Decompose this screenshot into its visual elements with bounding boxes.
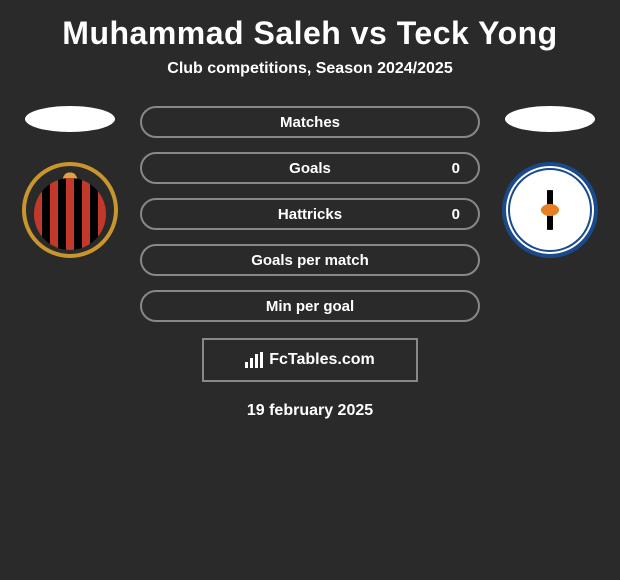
stat-value-right: 0 [452, 160, 460, 177]
right-column [500, 106, 600, 258]
comparison-card: Muhammad Saleh vs Teck Yong Club competi… [0, 0, 620, 430]
date-label: 19 february 2025 [247, 402, 373, 420]
brand-box: FcTables.com [202, 338, 418, 382]
stat-label: Goals [289, 160, 331, 177]
stat-bar: Goals per match [140, 244, 480, 276]
stat-bars: Matches Goals 0 Hattricks 0 Goals per match Mi… [140, 106, 480, 322]
club-logo-left [22, 162, 118, 258]
stat-label: Matches [280, 114, 340, 131]
player-oval-left [25, 106, 115, 132]
subtitle: Club competitions, Season 2024/2025 [167, 60, 452, 78]
club-logo-right [502, 162, 598, 258]
stat-value-right: 0 [452, 206, 460, 223]
stat-bar: Hattricks 0 [140, 198, 480, 230]
stat-bar: Min per goal [140, 290, 480, 322]
stat-label: Hattricks [278, 206, 342, 223]
stat-bar: Matches [140, 106, 480, 138]
stat-bar: Goals 0 [140, 152, 480, 184]
content-row: Matches Goals 0 Hattricks 0 Goals per match Mi… [0, 106, 620, 322]
bar-chart-icon [245, 352, 263, 368]
stat-label: Min per goal [266, 298, 354, 315]
left-column [20, 106, 120, 258]
stat-label: Goals per match [251, 252, 369, 269]
brand-text: FcTables.com [269, 351, 375, 369]
page-title: Muhammad Saleh vs Teck Yong [62, 15, 557, 52]
player-oval-right [505, 106, 595, 132]
